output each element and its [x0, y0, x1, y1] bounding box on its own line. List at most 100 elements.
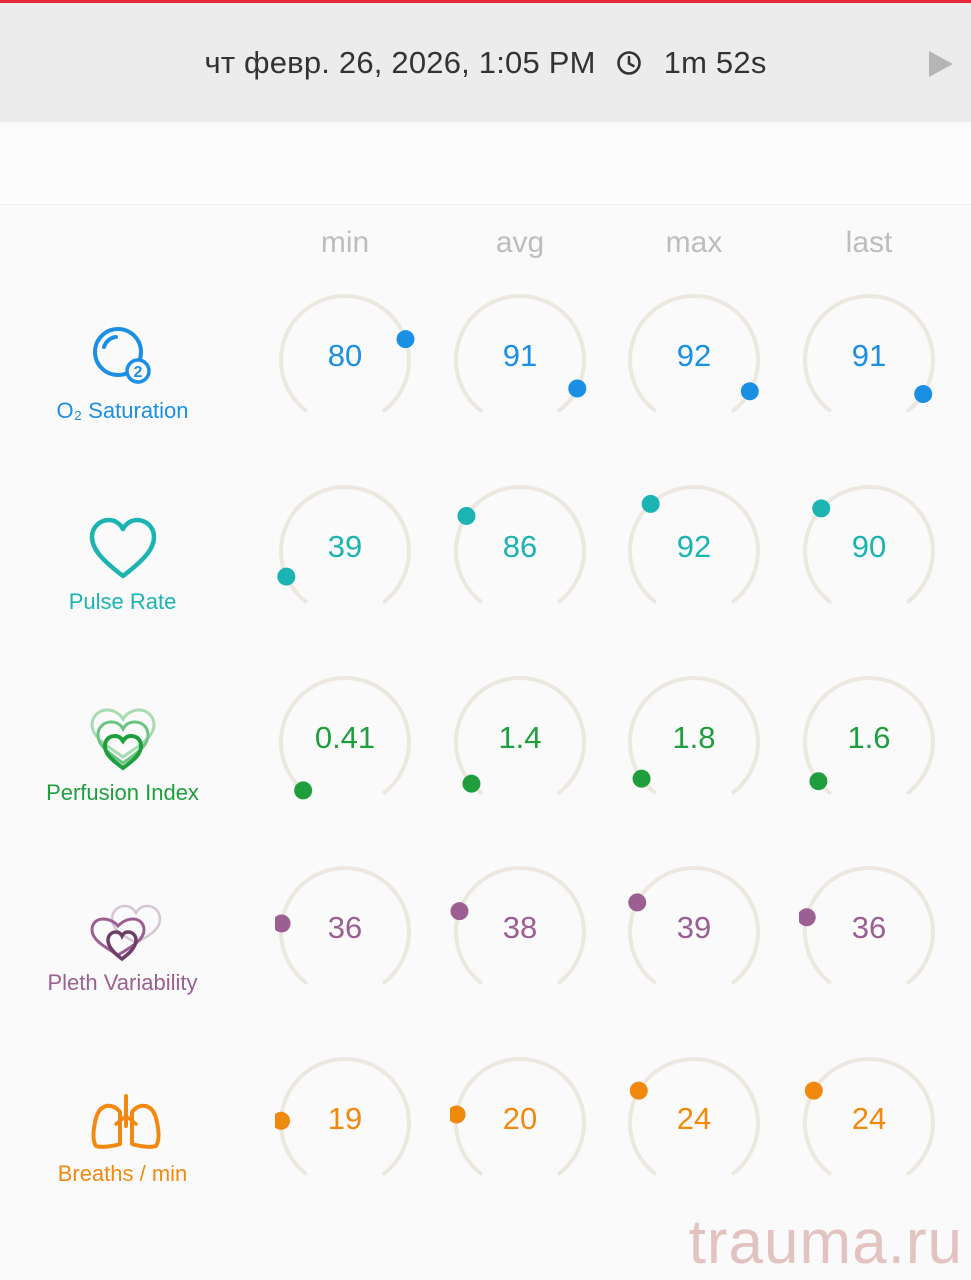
gauge-dial — [275, 1057, 411, 1176]
gauge-level-dot — [629, 1081, 648, 1100]
gauge-level-dot — [809, 772, 828, 791]
gauge-level-dot — [804, 1081, 823, 1100]
gauge-value: 39 — [327, 529, 363, 564]
metric-row-pleth-variability: Pleth Variability 36 38 39 36 — [0, 862, 971, 1052]
gauge-level-dot — [799, 908, 816, 927]
gauge-value: 1.4 — [498, 720, 542, 755]
gauge-track — [628, 485, 760, 604]
pleth-variability-icon — [90, 904, 162, 962]
session-duration: 1m 52s — [663, 44, 767, 80]
gauge-level-dot — [628, 893, 647, 912]
clock-icon — [616, 50, 641, 75]
gauge-track — [628, 676, 760, 795]
gauge-value: 0.41 — [314, 720, 376, 755]
lungs-icon — [91, 1094, 161, 1149]
gauge-dial — [803, 1057, 935, 1176]
metric-row-perfusion-index: Perfusion Index 0.41 1.4 1.8 1.6 — [0, 672, 971, 862]
gauge-level-dot — [450, 902, 469, 921]
gauge-value: 36 — [851, 910, 887, 945]
gauge-dial — [628, 676, 760, 795]
gauge-track — [279, 676, 411, 795]
gauge-value: 20 — [502, 1101, 538, 1136]
metric-label-block: Breaths / min — [0, 1053, 245, 1243]
gauge-value: 24 — [676, 1101, 712, 1136]
gauge-value: 80 — [327, 338, 363, 373]
gauge-track — [628, 1057, 760, 1176]
metric-label-block: Pleth Variability — [0, 862, 245, 1052]
metric-row-pulse-rate: Pulse Rate 39 86 92 90 — [0, 481, 971, 671]
gauge-level-dot — [450, 1105, 466, 1124]
gauge-last: 24 — [799, 1053, 949, 1243]
gauge-track — [279, 866, 411, 985]
gauge-value: 39 — [676, 910, 712, 945]
gauge-level-dot — [294, 781, 313, 800]
gauge-value: 1.8 — [672, 720, 716, 755]
session-datetime: чт февр. 26, 2026, 1:05 PM — [204, 44, 596, 80]
gauge-value: 92 — [676, 529, 712, 564]
perfusion-index-icon — [90, 708, 156, 771]
gauge-track — [803, 294, 935, 413]
gauge-dial — [275, 866, 411, 985]
header-spacer — [0, 122, 971, 205]
gauge-dial — [628, 485, 760, 604]
gauge-value: 92 — [676, 338, 712, 373]
gauge-avg: 38 — [450, 862, 600, 1052]
gauge-dial — [803, 294, 935, 413]
gauge-dial — [803, 485, 935, 604]
gauge-track — [279, 1057, 411, 1176]
metric-label: Perfusion Index — [46, 780, 199, 805]
gauge-dial — [450, 866, 586, 985]
metric-row-o2-saturation: 2 O₂ Saturation 80 91 92 91 — [0, 290, 971, 480]
gauge-max: 39 — [624, 862, 774, 1052]
gauge-dial — [454, 485, 586, 604]
metric-label-block: Pulse Rate — [0, 481, 245, 671]
metric-label-block: Perfusion Index — [0, 672, 245, 862]
column-header-min: min — [320, 226, 370, 259]
gauge-track — [454, 294, 586, 413]
metric-label: Breaths / min — [57, 1161, 188, 1186]
gauge-track — [454, 485, 586, 604]
gauge-track — [628, 294, 760, 413]
play-icon[interactable] — [929, 51, 953, 77]
gauge-min: 80 — [275, 290, 425, 480]
gauge-track — [279, 294, 411, 413]
gauge-last: 90 — [799, 481, 949, 671]
metric-row-breaths-per-min: Breaths / min 19 20 24 24 — [0, 1053, 971, 1243]
gauge-dial — [279, 676, 411, 800]
o2-saturation-icon: 2 — [93, 327, 151, 384]
gauge-value: 90 — [851, 529, 887, 564]
svg-text:2: 2 — [134, 364, 143, 381]
gauge-min: 36 — [275, 862, 425, 1052]
gauge-avg: 91 — [450, 290, 600, 480]
gauge-dial — [628, 866, 760, 985]
gauge-value: 36 — [327, 910, 363, 945]
gauge-track — [454, 676, 586, 795]
metric-label: Pulse Rate — [68, 589, 177, 614]
top-accent-line — [0, 0, 971, 3]
metric-label-block: 2 O₂ Saturation — [0, 290, 245, 480]
gauge-last: 91 — [799, 290, 949, 480]
gauge-avg: 1.4 — [450, 672, 600, 862]
heart-icon — [89, 517, 157, 579]
gauge-track — [803, 866, 935, 985]
session-header: чт февр. 26, 2026, 1:05 PM 1m 52s — [0, 3, 971, 122]
gauge-min: 39 — [275, 481, 425, 671]
gauge-value: 91 — [851, 338, 887, 373]
gauge-max: 92 — [624, 290, 774, 480]
column-header-max: max — [665, 226, 723, 259]
gauge-dial — [454, 294, 587, 413]
gauge-track — [803, 1057, 935, 1176]
gauge-last: 1.6 — [799, 672, 949, 862]
gauge-dial — [628, 294, 760, 413]
gauge-value: 24 — [851, 1101, 887, 1136]
gauge-track — [279, 485, 411, 604]
gauge-track — [803, 485, 935, 604]
gauge-level-dot — [740, 382, 759, 401]
gauge-level-dot — [275, 914, 291, 933]
watermark: trauma.ru — [688, 1208, 963, 1277]
gauge-track — [803, 676, 935, 795]
gauge-dial — [450, 1057, 586, 1176]
gauge-dial — [454, 676, 586, 795]
gauge-track — [628, 866, 760, 985]
gauge-dial — [628, 1057, 760, 1176]
